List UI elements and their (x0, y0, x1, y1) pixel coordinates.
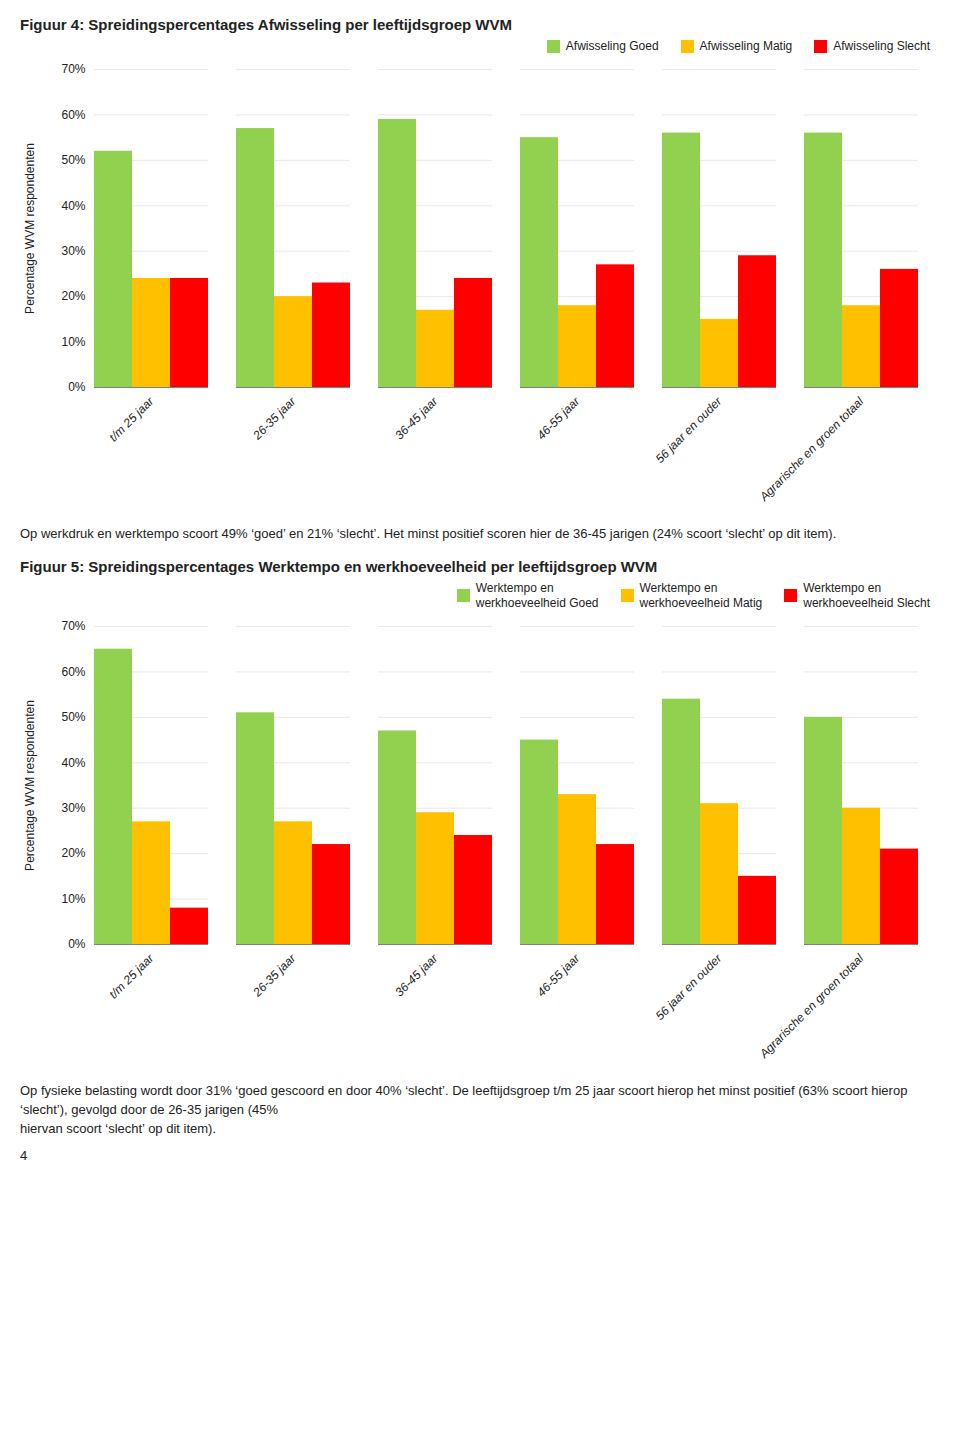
svg-text:50%: 50% (61, 154, 85, 168)
html-text:Werktempo en werkhoeveelheid M: Werktempo en werkhoeveelheid Matig (639, 581, 763, 610)
svg-text:60%: 60% (61, 665, 85, 679)
svg-text:46-55 jaar: 46-55 jaar (534, 394, 583, 443)
svg-text:26-35 jaar: 26-35 jaar (250, 394, 300, 444)
svg-text:46-55 jaar: 46-55 jaar (534, 951, 583, 1000)
html-text:Figuur 4: Spreidingspercentage: Figuur 4: Spreidingspercentages Afwissel… (20, 16, 512, 33)
html-text:Afwisseling Goed: Afwisseling Goed (565, 39, 659, 53)
svg-text:Agrarische en groen totaal: Agrarische en groen totaal (756, 951, 866, 1061)
svg-text:56 jaar en ouder: 56 jaar en ouder (653, 394, 725, 466)
svg-text:20%: 20% (61, 290, 85, 304)
svg-text:56 jaar en ouder: 56 jaar en ouder (653, 951, 725, 1023)
svg-text:t/m 25 jaar: t/m 25 jaar (106, 394, 157, 445)
svg-text:30%: 30% (61, 244, 85, 258)
svg-text:t/m 25 jaar: t/m 25 jaar (106, 951, 157, 1002)
html-text:Op fysieke belasting wordt doo: Op fysieke belasting wordt door 31% ‘goe… (20, 1083, 908, 1136)
svg-text:0%: 0% (68, 381, 86, 395)
html-text:4: 4 (20, 1147, 28, 1163)
svg-text:Percentage WVM respondenten: Percentage WVM respondenten (23, 700, 37, 871)
svg-text:20%: 20% (61, 846, 85, 860)
html-text:Werktempo en werkhoeveelheid G: Werktempo en werkhoeveelheid Goed (475, 581, 599, 610)
svg-text:0%: 0% (68, 937, 86, 951)
html-text:Afwisseling Slecht: Afwisseling Slecht (833, 39, 930, 53)
svg-text:30%: 30% (61, 801, 85, 815)
svg-text:10%: 10% (61, 892, 85, 906)
svg-text:40%: 40% (61, 199, 85, 213)
svg-text:36-45 jaar: 36-45 jaar (392, 394, 441, 443)
svg-text:40%: 40% (61, 756, 85, 770)
svg-text:70%: 70% (61, 63, 85, 77)
svg-text:Agrarische en groen totaal: Agrarische en groen totaal (756, 394, 866, 504)
html-text:Afwisseling Matig: Afwisseling Matig (699, 39, 793, 53)
svg-text:Percentage WVM respondenten: Percentage WVM respondenten (23, 144, 37, 315)
html-text:Op werkdruk en werktempo scoor: Op werkdruk en werktempo scoort 49% ‘goe… (20, 526, 837, 542)
svg-text:70%: 70% (61, 619, 85, 633)
svg-text:36-45 jaar: 36-45 jaar (392, 951, 441, 1000)
svg-text:26-35 jaar: 26-35 jaar (250, 951, 300, 1001)
svg-text:10%: 10% (61, 335, 85, 349)
html-text:Figuur 5: Spreidingspercentage: Figuur 5: Spreidingspercentages Werktemp… (20, 558, 658, 576)
html-text:Werktempo en werkhoeveelheid S: Werktempo en werkhoeveelheid Slecht (803, 581, 930, 610)
svg-text:50%: 50% (61, 710, 85, 724)
svg-text:60%: 60% (61, 108, 85, 122)
